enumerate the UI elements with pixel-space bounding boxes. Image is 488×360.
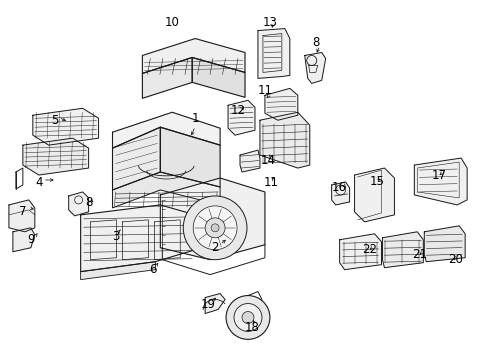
Polygon shape (354, 168, 394, 222)
Text: 4: 4 (35, 176, 42, 189)
Polygon shape (112, 112, 220, 148)
Polygon shape (227, 100, 254, 135)
Text: 8: 8 (311, 36, 319, 49)
Polygon shape (112, 172, 220, 208)
Text: 9: 9 (27, 233, 35, 246)
Polygon shape (264, 88, 297, 120)
Text: 11: 11 (257, 84, 272, 97)
Text: 11: 11 (263, 176, 278, 189)
Polygon shape (240, 150, 260, 172)
Polygon shape (260, 112, 309, 168)
Text: 8: 8 (85, 197, 92, 210)
Polygon shape (339, 234, 381, 270)
Text: 17: 17 (431, 168, 446, 181)
Text: 19: 19 (200, 298, 215, 311)
Text: 7: 7 (19, 205, 26, 219)
Polygon shape (160, 178, 264, 260)
Polygon shape (33, 108, 99, 145)
Polygon shape (81, 262, 155, 280)
Polygon shape (382, 232, 423, 268)
Text: 1: 1 (191, 112, 199, 125)
Text: 5: 5 (51, 114, 58, 127)
Text: 14: 14 (260, 154, 275, 167)
Polygon shape (68, 192, 88, 216)
Polygon shape (424, 226, 464, 262)
Polygon shape (413, 158, 466, 205)
Polygon shape (331, 182, 349, 205)
Polygon shape (160, 127, 220, 187)
Text: 2: 2 (211, 241, 219, 254)
Text: 10: 10 (164, 16, 180, 29)
Polygon shape (81, 205, 195, 272)
Text: 3: 3 (112, 230, 119, 243)
Text: 6: 6 (149, 263, 157, 276)
Polygon shape (112, 127, 160, 190)
Polygon shape (142, 58, 192, 98)
Polygon shape (205, 293, 224, 314)
Polygon shape (23, 138, 88, 175)
Text: 12: 12 (230, 104, 245, 117)
Text: 21: 21 (411, 248, 426, 261)
Polygon shape (142, 39, 244, 73)
Polygon shape (13, 228, 35, 252)
Polygon shape (304, 53, 325, 84)
Text: 13: 13 (262, 16, 277, 29)
Polygon shape (9, 200, 35, 232)
Polygon shape (258, 28, 289, 78)
Circle shape (205, 218, 224, 238)
Circle shape (242, 311, 253, 323)
Text: 20: 20 (447, 253, 462, 266)
Text: 15: 15 (369, 175, 384, 189)
Circle shape (183, 196, 246, 260)
Text: 18: 18 (244, 321, 259, 334)
Circle shape (211, 224, 219, 232)
Circle shape (193, 206, 237, 250)
Text: 16: 16 (331, 181, 346, 194)
Circle shape (225, 296, 269, 339)
Text: 22: 22 (361, 243, 376, 256)
Circle shape (234, 303, 262, 332)
Polygon shape (192, 58, 244, 97)
